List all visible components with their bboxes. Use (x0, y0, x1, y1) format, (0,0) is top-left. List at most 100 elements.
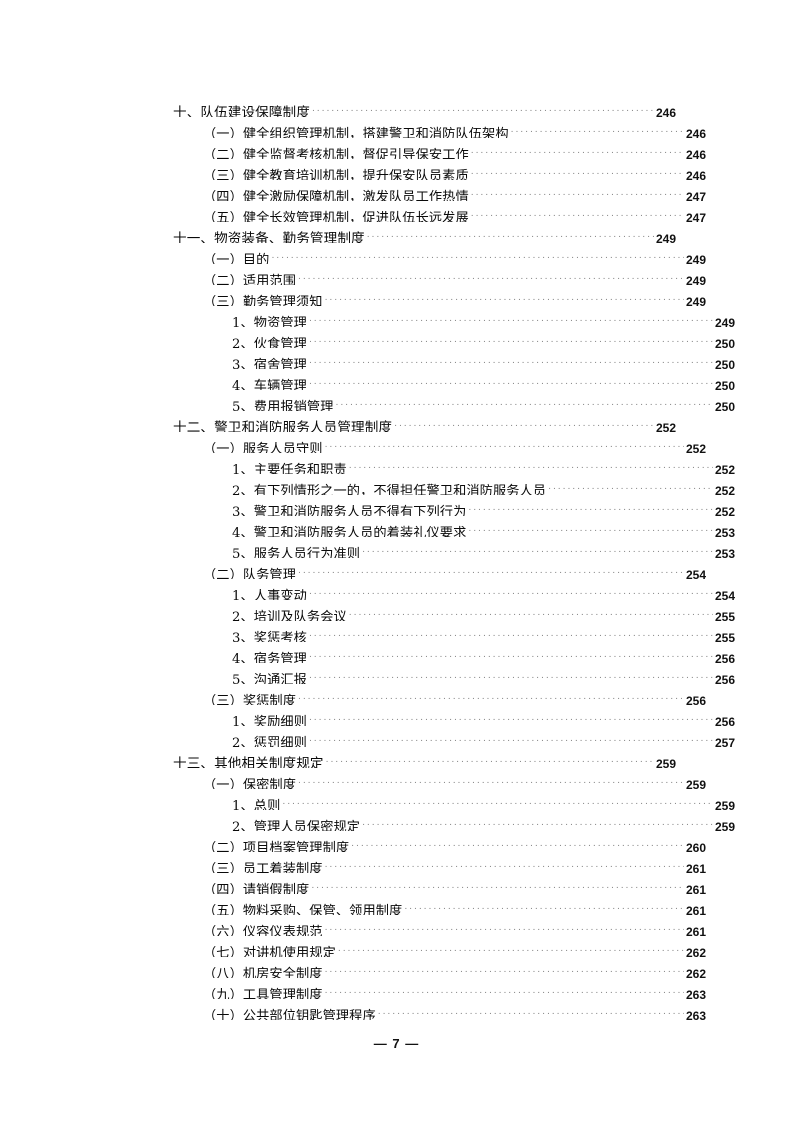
dot-leader (282, 789, 713, 810)
toc-entry-page-number: 263 (685, 1009, 706, 1020)
toc-entry[interactable]: 4、警卫和消防服务人员的着装礼仪要求 253 (173, 516, 735, 538)
toc-entry[interactable]: 1、物资管理 249 (173, 306, 735, 328)
toc-entry[interactable]: （一）目的 249 (173, 243, 706, 265)
toc-entry-page-number: 261 (685, 904, 706, 915)
dot-leader (325, 957, 684, 978)
toc-entry[interactable]: （一）健全组织管理机制，搭建警卫和消防队伍架构 246 (173, 117, 706, 139)
toc-entry-page-number: 250 (714, 379, 735, 390)
dot-leader (309, 369, 713, 390)
toc-entry[interactable]: （二）队务管理 254 (173, 558, 706, 580)
toc-entry[interactable]: 5、沟通汇报 256 (173, 663, 735, 685)
toc-entry[interactable]: （二）适用范围 249 (173, 264, 706, 286)
dot-leader (336, 390, 713, 411)
dot-leader (351, 831, 684, 852)
toc-entry[interactable]: 1、总则 259 (173, 789, 735, 811)
toc-entry-label: 4、宿务管理 (232, 652, 307, 663)
dot-leader (298, 264, 684, 285)
toc-entry[interactable]: （三）勤务管理须知 249 (173, 285, 706, 307)
toc-entry-label: 3、奖惩考核 (232, 631, 307, 642)
dot-leader (394, 411, 654, 432)
dot-leader (471, 201, 684, 222)
toc-entry[interactable]: 十一、物资装备、勤务管理制度 249 (173, 222, 676, 244)
toc-entry-page-number: 260 (685, 841, 706, 852)
toc-entry[interactable]: （一）服务人员守则 252 (173, 432, 706, 454)
toc-entry[interactable]: 2、有下列情形之一的，不得担任警卫和消防服务人员 252 (173, 474, 735, 496)
toc-entry-label: 5、费用报销管理 (232, 400, 334, 411)
dot-leader (325, 915, 684, 936)
toc-entry[interactable]: 5、费用报销管理 250 (173, 390, 735, 412)
dot-leader (309, 621, 713, 642)
toc-entry[interactable]: 5、服务人员行为准则 253 (173, 537, 735, 559)
toc-entry[interactable]: 十三、其他相关制度规定 259 (173, 747, 676, 769)
toc-entry-label: 2、管理人员保密规定 (232, 820, 361, 831)
toc-entry-label: 1、主要任务和职责 (232, 463, 347, 474)
dot-leader (325, 852, 684, 873)
toc-entry-page-number: 250 (714, 358, 735, 369)
toc-entry-label: 十二、警卫和消防服务人员管理制度 (173, 420, 393, 432)
toc-entry-label: （五）物料采购、保管、领用制度 (203, 904, 403, 915)
toc-entry-label: （七）对讲机使用规定 (203, 946, 336, 957)
dot-leader (309, 306, 713, 327)
toc-entry-label: （一）目的 (203, 253, 270, 264)
dot-leader (325, 978, 684, 999)
toc-entry-page-number: 256 (714, 715, 735, 726)
toc-entry[interactable]: 2、管理人员保密规定 259 (173, 810, 735, 832)
toc-entry[interactable]: （九）工具管理制度 263 (173, 978, 706, 1000)
toc-entry[interactable]: （四）请销假制度 261 (173, 873, 706, 895)
toc-entry-label: 1、人事变动 (232, 589, 307, 600)
toc-entry[interactable]: 4、车辆管理 250 (173, 369, 735, 391)
toc-entry[interactable]: （八）机房安全制度 262 (173, 957, 706, 979)
toc-entry-page-number: 253 (714, 526, 735, 537)
dot-leader (362, 537, 713, 558)
toc-entry-label: 4、警卫和消防服务人员的着装礼仪要求 (232, 526, 467, 537)
toc-entry[interactable]: （三）员工着装制度 261 (173, 852, 706, 874)
toc-entry-label: 3、宿舍管理 (232, 358, 307, 369)
toc-entry-label: （五）健全长效管理机制，促进队伍长远发展 (203, 211, 469, 222)
toc-entry-page-number: 246 (685, 169, 706, 180)
toc-entry[interactable]: 十、队伍建设保障制度 246 (173, 96, 676, 118)
toc-entry[interactable]: 1、人事变动 254 (173, 579, 735, 601)
dot-leader (298, 768, 684, 789)
toc-entry-page-number: 255 (714, 631, 735, 642)
toc-entry[interactable]: 1、主要任务和职责 252 (173, 453, 735, 475)
toc-entry[interactable]: 2、惩罚细则 257 (173, 726, 735, 748)
toc-entry-label: 1、奖励细则 (232, 715, 307, 726)
dot-leader (471, 159, 684, 180)
toc-entry-page-number: 247 (685, 190, 706, 201)
toc-entry[interactable]: （五）健全长效管理机制，促进队伍长远发展 247 (173, 201, 706, 223)
toc-entry[interactable]: （二）健全监督考核机制，督促引导保安工作 246 (173, 138, 706, 160)
toc-entry[interactable]: 2、伙食管理 250 (173, 327, 735, 349)
toc-entry[interactable]: 十二、警卫和消防服务人员管理制度 252 (173, 411, 676, 433)
dot-leader (309, 579, 713, 600)
toc-entry-label: 3、警卫和消防服务人员不得有下列行为 (232, 505, 467, 516)
toc-entry[interactable]: （七）对讲机使用规定 262 (173, 936, 706, 958)
dot-leader (468, 516, 713, 537)
toc-entry[interactable]: 1、奖励细则 256 (173, 705, 735, 727)
toc-entry-label: （三）健全教育培训机制，提升保安队员素质 (203, 169, 469, 180)
toc-entry[interactable]: （一）保密制度 259 (173, 768, 706, 790)
toc-entry[interactable]: （三）健全教育培训机制，提升保安队员素质 246 (173, 159, 706, 181)
toc-entry-page-number: 249 (685, 274, 706, 285)
toc-entry-page-number: 252 (655, 421, 676, 432)
toc-entry[interactable]: 3、警卫和消防服务人员不得有下列行为 252 (173, 495, 735, 517)
toc-entry-label: （八）机房安全制度 (203, 967, 323, 978)
toc-entry[interactable]: （四）健全激励保障机制，激发队员工作热情 247 (173, 180, 706, 202)
toc-entry-page-number: 257 (714, 736, 735, 747)
toc-entry[interactable]: （二）项目档案管理制度 260 (173, 831, 706, 853)
toc-entry[interactable]: （五）物料采购、保管、领用制度 261 (173, 894, 706, 916)
toc-entry[interactable]: 2、培训及队务会议 255 (173, 600, 735, 622)
toc-entry[interactable]: （十）公共部位钥匙管理程序 263 (173, 999, 706, 1021)
toc-entry-page-number: 256 (714, 673, 735, 684)
toc-entry[interactable]: （六）仪容仪表规范 261 (173, 915, 706, 937)
dot-leader (311, 873, 684, 894)
toc-entry[interactable]: （三）奖惩制度 256 (173, 684, 706, 706)
toc-entry-label: 2、惩罚细则 (232, 736, 307, 747)
toc-entry[interactable]: 3、宿舍管理 250 (173, 348, 735, 370)
toc-entry-label: 4、车辆管理 (232, 379, 307, 390)
toc-entry[interactable]: 4、宿务管理 256 (173, 642, 735, 664)
dot-leader (325, 285, 684, 306)
toc-entry[interactable]: 3、奖惩考核 255 (173, 621, 735, 643)
dot-leader (326, 747, 654, 768)
toc-entry-label: （三）勤务管理须知 (203, 295, 323, 306)
